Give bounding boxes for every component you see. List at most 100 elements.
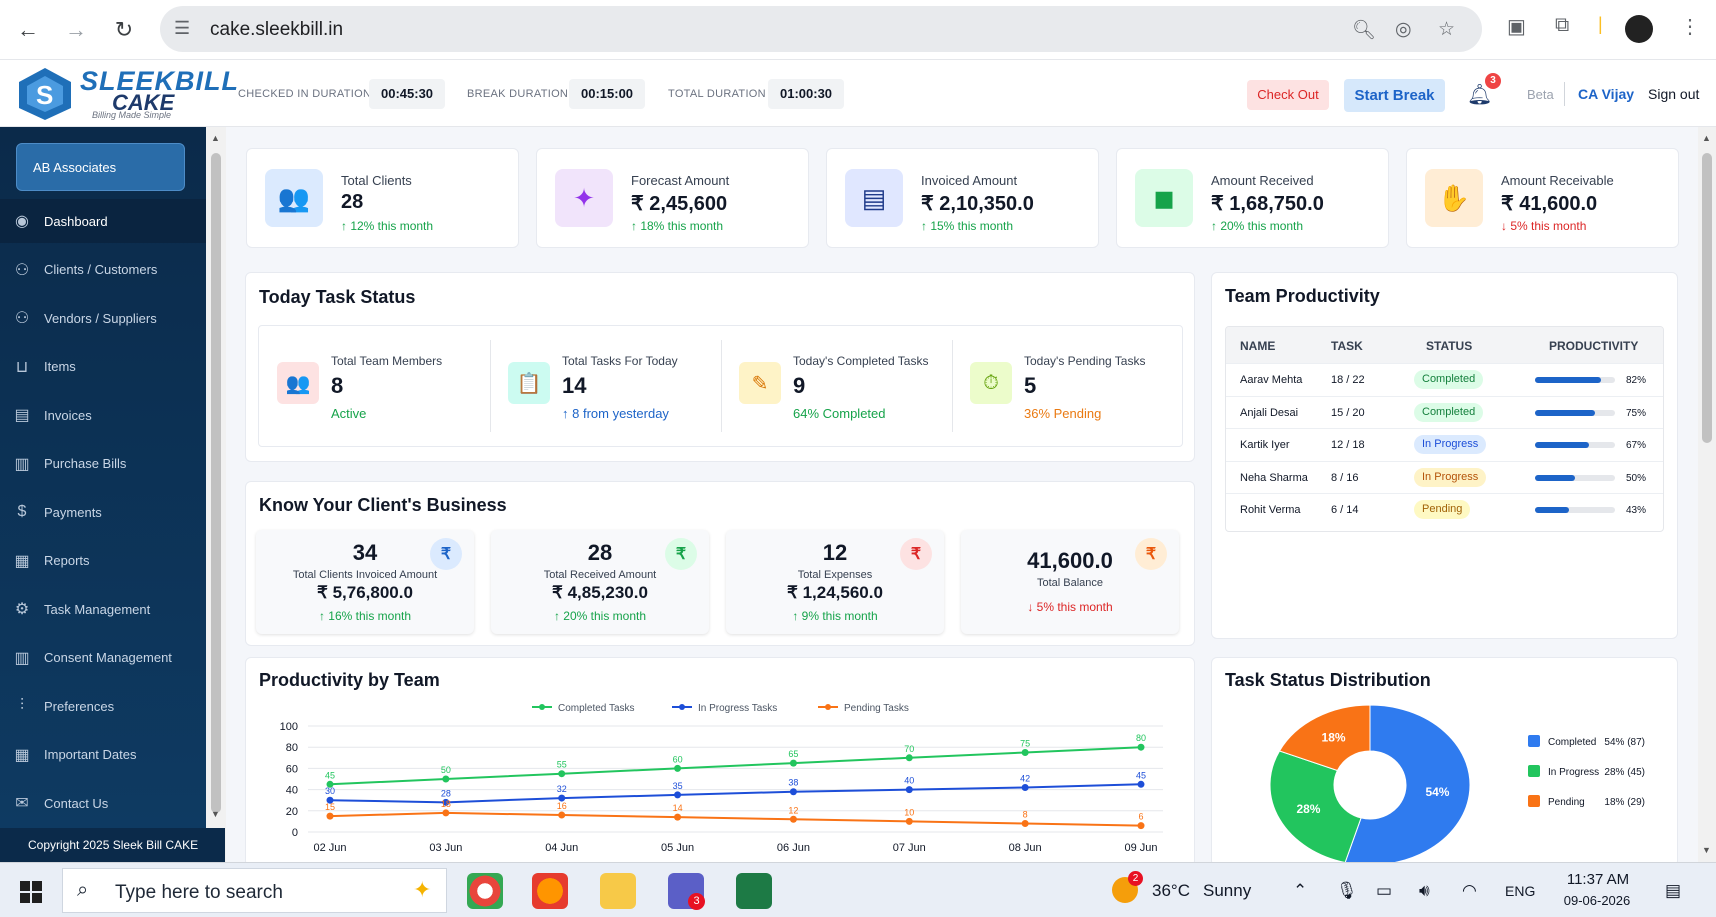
scroll-down-arrow-icon[interactable]: ▼: [211, 809, 220, 819]
table-row[interactable]: Aarav Mehta 18 / 22 Completed 82%: [1226, 363, 1663, 395]
tray-chevron-up-icon[interactable]: ⌃: [1293, 881, 1308, 900]
business-card[interactable]: 34 Total Clients Invoiced Amount ₹ 5,76,80…: [256, 530, 474, 634]
kpi-trend: ↑ 18% this month: [631, 219, 724, 233]
sign-out-link[interactable]: Sign out: [1648, 86, 1700, 102]
main-scrollbar[interactable]: ▲ ▼: [1698, 127, 1716, 862]
check-out-button[interactable]: Check Out: [1247, 80, 1329, 110]
firefox-app-icon[interactable]: [532, 873, 568, 909]
profile-avatar[interactable]: [1625, 15, 1653, 43]
microphone-icon[interactable]: 🎙︎: [1336, 881, 1358, 900]
taskbar-search-placeholder[interactable]: Type here to search: [115, 882, 283, 903]
back-icon[interactable]: ←: [17, 17, 39, 42]
puzzle-icon[interactable]: ⧉: [1555, 14, 1570, 36]
data-point: [789, 788, 797, 796]
taskbar-date[interactable]: 09-06-2026: [1563, 893, 1631, 908]
table-row[interactable]: Kartik Iyer 12 / 18 In Progress 67%: [1226, 428, 1663, 460]
main-scroll-down-icon[interactable]: ▼: [1702, 845, 1711, 855]
task-status-divider: [490, 340, 491, 432]
sidebar-item-dashboard[interactable]: ◉ Dashboard: [0, 199, 206, 243]
reload-icon[interactable]: ↻: [114, 17, 134, 42]
status-badge: In Progress: [1414, 435, 1487, 454]
chrome-app-icon[interactable]: [467, 873, 503, 909]
notification-bell-icon[interactable]: 🔔︎: [1467, 84, 1493, 106]
sidebar-scrollbar[interactable]: ▲ ▼: [206, 127, 226, 862]
eye-off-icon[interactable]: ◎: [1395, 19, 1412, 40]
zoom-icon[interactable]: 🔍︎: [1352, 20, 1377, 41]
user-name-link[interactable]: CA Vijay: [1578, 86, 1635, 102]
sidebar-item-contact-us[interactable]: ✉ Contact Us: [0, 781, 206, 825]
weather-temperature[interactable]: 36°C: [1152, 881, 1190, 900]
address-bar[interactable]: ☰ cake.sleekbill.in 🔍︎ ◎ ☆: [160, 6, 1482, 52]
bookmark-star-icon[interactable]: ☆: [1438, 19, 1456, 40]
taskbar-time[interactable]: 11:37 AM: [1566, 871, 1630, 888]
kpi-card-amount-receivable[interactable]: ✋ Amount Receivable ₹ 41,600.0 ↓ 5% this mo…: [1406, 148, 1679, 248]
main-scroll-up-icon[interactable]: ▲: [1702, 133, 1711, 143]
language-indicator[interactable]: ENG: [1505, 883, 1536, 899]
sidebar-item-consent-management[interactable]: ▥ Consent Management: [0, 636, 206, 680]
kpi-card-invoiced-amount[interactable]: ▤ Invoiced Amount ₹ 2,10,350.0 ↑ 15% this m…: [826, 148, 1099, 248]
legend-item[interactable]: Pending Tasks: [818, 703, 909, 714]
table-row[interactable]: Anjali Desai 15 / 20 Completed 75%: [1226, 395, 1663, 428]
sidebar-item-purchase-bills[interactable]: ▥ Purchase Bills: [0, 442, 206, 486]
battery-icon[interactable]: ▭: [1376, 881, 1393, 900]
menu-dots-icon[interactable]: ⋮: [1680, 16, 1700, 38]
sidebar-scroll-thumb[interactable]: [211, 153, 221, 813]
business-card[interactable]: 28 Total Received Amount ₹ 4,85,230.0 ↑ 20%…: [491, 530, 709, 634]
sleekbill-logo-icon[interactable]: S: [16, 66, 74, 122]
file-explorer-icon[interactable]: [600, 873, 636, 909]
sidebar-item-preferences[interactable]: ⫶ Preferences: [0, 684, 206, 728]
sidebar-item-important-dates[interactable]: ▦ Important Dates: [0, 733, 206, 777]
legend-item[interactable]: Completed Tasks: [532, 703, 635, 714]
data-label: 65: [788, 749, 798, 759]
excel-app-icon[interactable]: [736, 873, 772, 909]
site-settings-icon[interactable]: ☰: [174, 18, 191, 38]
business-card[interactable]: 41,600.0 Total Balance ↓ 5% this month ₹: [961, 530, 1179, 634]
productivity-bar: [1535, 507, 1615, 513]
volume-icon[interactable]: 🔊︎: [1419, 881, 1430, 900]
kpi-value: ₹ 2,10,350.0: [921, 193, 1034, 215]
kpi-card-amount-received[interactable]: ◼ Amount Received ₹ 1,68,750.0 ↑ 20% this m…: [1116, 148, 1389, 248]
basket-icon: ⊔: [15, 358, 29, 376]
sidebar-item-vendors-suppliers[interactable]: ⚇ Vendors / Suppliers: [0, 296, 206, 340]
legend-item[interactable]: In Progress 28% (45): [1528, 765, 1645, 778]
sidebar: AB Associates ◉ Dashboard ⚇ Clients / Custo…: [0, 127, 206, 862]
wifi-icon[interactable]: ◠: [1462, 881, 1477, 900]
sparkle-icon[interactable]: ✦: [413, 877, 432, 902]
table-row[interactable]: Neha Sharma 8 / 16 In Progress 50%: [1226, 460, 1663, 493]
notifications-center-icon[interactable]: ▤: [1665, 881, 1682, 900]
task-icon: ⚙: [14, 601, 30, 618]
sidebar-item-task-management[interactable]: ⚙ Task Management: [0, 587, 206, 631]
extension-icon[interactable]: ▣: [1507, 16, 1526, 38]
business-card[interactable]: 12 Total Expenses ₹ 1,24,560.0 ↑ 9% this mo…: [726, 530, 944, 634]
data-label: 42: [1020, 773, 1030, 783]
y-tick-label: 80: [286, 742, 298, 754]
company-selector-button[interactable]: AB Associates: [16, 143, 185, 191]
task-count: 18 / 22: [1331, 374, 1365, 386]
kpi-card-forecast-amount[interactable]: ✦ Forecast Amount ₹ 2,45,600 ↑ 18% this mon…: [536, 148, 809, 248]
legend-item[interactable]: In Progress Tasks: [672, 703, 777, 714]
data-point: [674, 791, 682, 799]
business-card-amount: ₹ 4,85,230.0: [552, 583, 648, 602]
taskbar-search-box[interactable]: ⌕ Type here to search ✦: [62, 868, 447, 913]
sidebar-item-invoices[interactable]: ▤ Invoices: [0, 393, 206, 437]
sidebar-item-reports[interactable]: ▦ Reports: [0, 539, 206, 583]
sidebar-item-items[interactable]: ⊔ Items: [0, 345, 206, 389]
forward-icon[interactable]: →: [65, 17, 87, 42]
kpi-card-total-clients[interactable]: 👥 Total Clients 28 ↑ 12% this month: [246, 148, 519, 248]
kpi-trend: ↑ 12% this month: [341, 219, 434, 233]
table-row[interactable]: Rohit Verma 6 / 14 Pending 43%: [1226, 493, 1663, 525]
weather-condition[interactable]: Sunny: [1203, 881, 1252, 900]
task-status-value: 8: [331, 373, 344, 398]
legend-item[interactable]: Completed 54% (87): [1528, 735, 1645, 748]
windows-start-icon[interactable]: [20, 881, 42, 903]
url-text[interactable]: cake.sleekbill.in: [210, 19, 344, 40]
sidebar-item-clients-customers[interactable]: ⚇ Clients / Customers: [0, 248, 206, 292]
sidebar-item-label: Dashboard: [44, 213, 108, 229]
x-tick-label: 03 Jun: [429, 842, 462, 854]
windows-taskbar: ⌕ Type here to search ✦ 3 2 36°C Sunny ⌃…: [0, 862, 1716, 917]
scroll-up-arrow-icon[interactable]: ▲: [211, 133, 220, 143]
legend-item[interactable]: Pending 18% (29): [1528, 795, 1645, 808]
sidebar-item-payments[interactable]: $ Payments: [0, 490, 206, 534]
start-break-button[interactable]: Start Break: [1344, 79, 1445, 112]
main-scroll-thumb[interactable]: [1702, 153, 1712, 443]
